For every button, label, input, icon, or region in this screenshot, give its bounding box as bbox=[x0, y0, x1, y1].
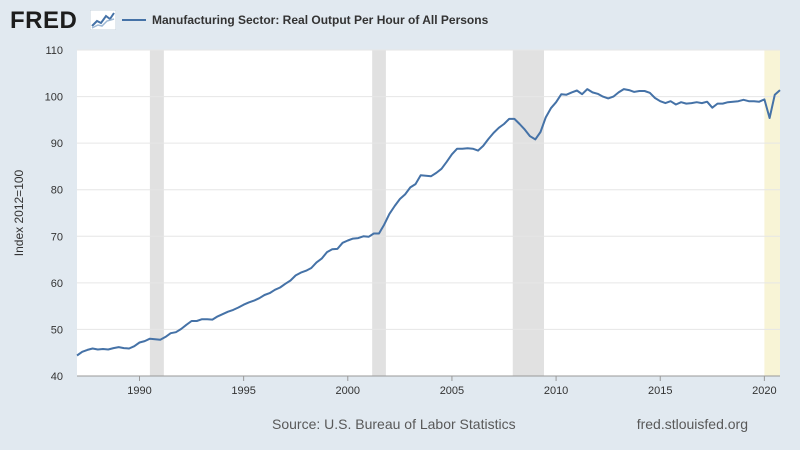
source-note: Source: U.S. Bureau of Labor Statistics bbox=[272, 416, 516, 432]
x-tick-label: 2000 bbox=[336, 385, 360, 397]
x-tick-label: 1990 bbox=[127, 385, 151, 397]
x-tick-label: 2005 bbox=[440, 385, 464, 397]
x-tick-label: 2010 bbox=[544, 385, 568, 397]
x-tick-label: 1995 bbox=[231, 385, 255, 397]
highlight-band bbox=[764, 50, 780, 376]
recession-band bbox=[372, 50, 386, 376]
legend-label: Manufacturing Sector: Real Output Per Ho… bbox=[152, 13, 489, 27]
y-tick-label: 40 bbox=[51, 371, 63, 383]
y-tick-label: 70 bbox=[51, 231, 63, 243]
y-tick-label: 110 bbox=[45, 45, 63, 57]
y-tick-label: 80 bbox=[51, 185, 63, 197]
y-axis-label: Index 2012=100 bbox=[12, 169, 26, 256]
y-tick-label: 60 bbox=[51, 278, 63, 290]
x-tick-label: 2020 bbox=[752, 385, 776, 397]
chart-header: FRED Manufacturing Sector: Real Output P… bbox=[10, 6, 790, 34]
y-tick-label: 90 bbox=[51, 138, 63, 150]
fred-logo-text: FRED bbox=[10, 7, 78, 34]
recession-band bbox=[512, 50, 545, 376]
y-tick-label: 100 bbox=[45, 92, 63, 104]
x-tick-label: 2015 bbox=[648, 385, 672, 397]
source-url[interactable]: fred.stlouisfed.org bbox=[636, 416, 748, 432]
y-tick-label: 50 bbox=[51, 324, 63, 336]
series-line bbox=[76, 88, 781, 357]
recession-band bbox=[149, 50, 164, 376]
fred-graph-icon bbox=[90, 10, 116, 30]
legend-swatch bbox=[122, 19, 146, 21]
